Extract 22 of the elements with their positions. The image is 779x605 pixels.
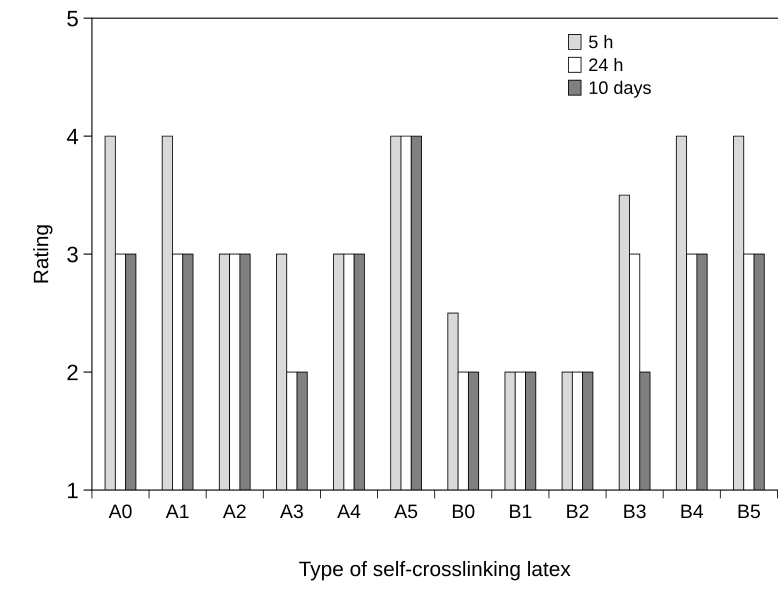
y-tick-label: 5 — [67, 10, 78, 26]
y-tick-label: 3 — [67, 246, 78, 262]
x-tick-label: B2 — [567, 504, 588, 518]
x-tick-label: A4 — [337, 504, 360, 518]
x-tick-label: A1 — [166, 504, 189, 518]
x-tick-label: B0 — [452, 504, 474, 518]
y-tick-label: 2 — [67, 364, 78, 380]
x-axis-title: Type of self-crosslinking latex — [299, 560, 571, 580]
legend-label: 5 h — [588, 35, 612, 48]
x-tick-label: B1 — [510, 504, 532, 518]
x-tick-label: A5 — [394, 504, 418, 518]
legend-label: 10 days — [590, 80, 651, 98]
x-tick-label: A3 — [280, 504, 303, 518]
y-tick-label: 4 — [66, 128, 78, 144]
x-tick-label: B4 — [681, 504, 704, 518]
x-tick-label: A2 — [222, 504, 246, 518]
x-tick-label: A0 — [108, 504, 132, 518]
y-tick-label: 1 — [68, 482, 78, 498]
x-tick-label: B3 — [624, 504, 646, 518]
y-axis-title: Rating — [33, 225, 52, 282]
legend-label: 24 h — [589, 58, 622, 72]
x-tick-label: B5 — [738, 504, 760, 518]
